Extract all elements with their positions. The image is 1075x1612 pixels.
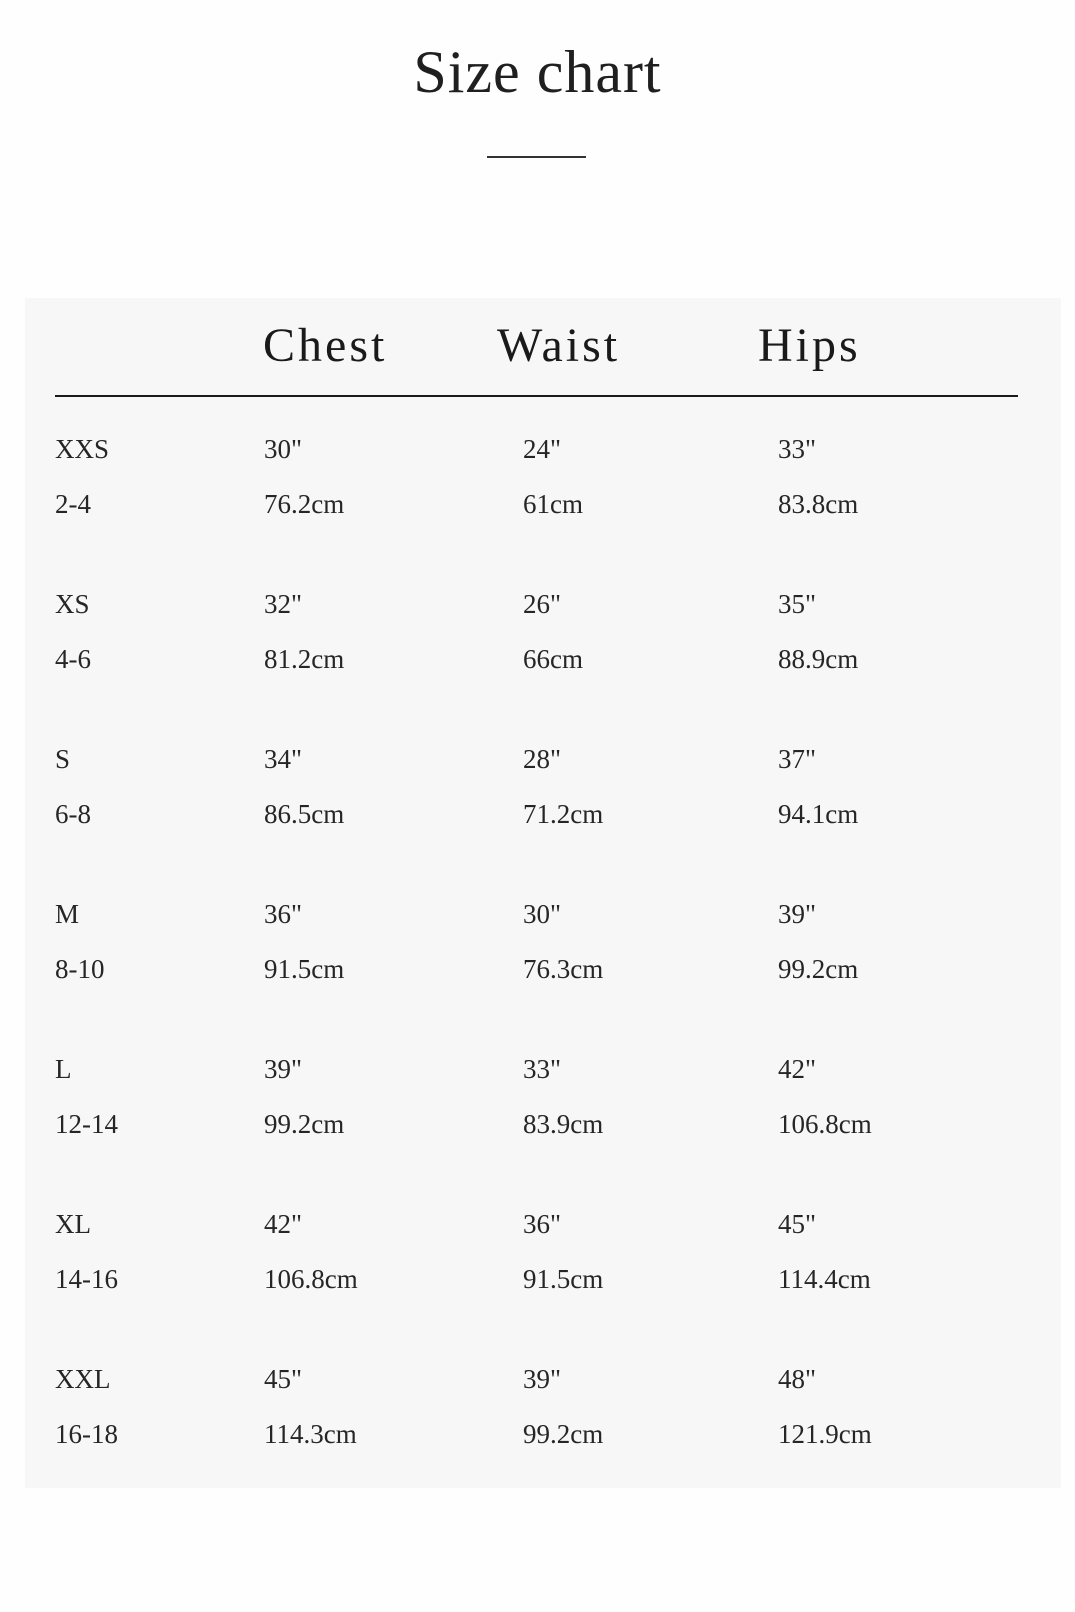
- waist-inches: 26": [523, 589, 562, 619]
- size-range: 12-14: [55, 1109, 118, 1139]
- column-header-hips: Hips: [758, 319, 861, 372]
- header-divider: [55, 395, 1018, 397]
- waist-inches: 36": [523, 1209, 562, 1239]
- chest-inches: 30": [264, 434, 303, 464]
- size-label: XXS: [55, 434, 110, 464]
- waist-inches: 28": [523, 744, 562, 774]
- waist-cm: 99.2cm: [523, 1419, 604, 1449]
- chest-cm: 76.2cm: [264, 489, 345, 519]
- chest-inches: 45": [264, 1364, 303, 1394]
- size-label: S: [55, 744, 71, 774]
- hips-inches: 48": [778, 1364, 817, 1394]
- chest-cm: 114.3cm: [264, 1419, 357, 1449]
- waist-cm: 83.9cm: [523, 1109, 604, 1139]
- hips-cm: 88.9cm: [778, 644, 859, 674]
- waist-inches: 24": [523, 434, 562, 464]
- size-range: 14-16: [55, 1264, 118, 1294]
- chest-inches: 39": [264, 1054, 303, 1084]
- table-row: XXS 2-4 30" 76.2cm 24" 61cm 33" 83.8cm: [0, 433, 1075, 553]
- size-range: 8-10: [55, 954, 105, 984]
- hips-inches: 33": [778, 434, 817, 464]
- chest-inches: 34": [264, 744, 303, 774]
- waist-cm: 66cm: [523, 644, 583, 674]
- hips-cm: 121.9cm: [778, 1419, 872, 1449]
- column-header-chest: Chest: [263, 319, 388, 372]
- waist-cm: 61cm: [523, 489, 583, 519]
- size-table-panel: [25, 298, 1061, 1488]
- size-label: XXL: [55, 1364, 111, 1394]
- title-divider: [487, 156, 586, 158]
- chest-inches: 32": [264, 589, 303, 619]
- chest-inches: 42": [264, 1209, 303, 1239]
- size-range: 6-8: [55, 799, 91, 829]
- table-row: M 8-10 36" 91.5cm 30" 76.3cm 39" 99.2cm: [0, 898, 1075, 1018]
- table-row: S 6-8 34" 86.5cm 28" 71.2cm 37" 94.1cm: [0, 743, 1075, 863]
- chest-cm: 106.8cm: [264, 1264, 358, 1294]
- chest-cm: 81.2cm: [264, 644, 345, 674]
- table-row: XL 14-16 42" 106.8cm 36" 91.5cm 45" 114.4cm: [0, 1208, 1075, 1328]
- waist-inches: 39": [523, 1364, 562, 1394]
- column-header-waist: Waist: [497, 319, 621, 372]
- chest-cm: 99.2cm: [264, 1109, 345, 1139]
- hips-cm: 99.2cm: [778, 954, 859, 984]
- waist-cm: 71.2cm: [523, 799, 604, 829]
- hips-cm: 106.8cm: [778, 1109, 872, 1139]
- hips-inches: 37": [778, 744, 817, 774]
- page-title: Size chart: [413, 39, 662, 105]
- waist-inches: 33": [523, 1054, 562, 1084]
- waist-cm: 76.3cm: [523, 954, 604, 984]
- chest-inches: 36": [264, 899, 303, 929]
- hips-cm: 94.1cm: [778, 799, 859, 829]
- chest-cm: 91.5cm: [264, 954, 345, 984]
- size-label: XS: [55, 589, 90, 619]
- size-range: 4-6: [55, 644, 91, 674]
- size-range: 2-4: [55, 489, 91, 519]
- hips-inches: 42": [778, 1054, 817, 1084]
- hips-cm: 114.4cm: [778, 1264, 871, 1294]
- waist-inches: 30": [523, 899, 562, 929]
- size-label: XL: [55, 1209, 91, 1239]
- table-row: XXL 16-18 45" 114.3cm 39" 99.2cm 48" 121.9cm: [0, 1363, 1075, 1483]
- size-range: 16-18: [55, 1419, 118, 1449]
- size-label: L: [55, 1054, 72, 1084]
- waist-cm: 91.5cm: [523, 1264, 604, 1294]
- table-row: XS 4-6 32" 81.2cm 26" 66cm 35" 88.9cm: [0, 588, 1075, 708]
- table-row: L 12-14 39" 99.2cm 33" 83.9cm 42" 106.8cm: [0, 1053, 1075, 1173]
- hips-cm: 83.8cm: [778, 489, 859, 519]
- size-label: M: [55, 899, 80, 929]
- hips-inches: 39": [778, 899, 817, 929]
- hips-inches: 35": [778, 589, 817, 619]
- hips-inches: 45": [778, 1209, 817, 1239]
- chest-cm: 86.5cm: [264, 799, 345, 829]
